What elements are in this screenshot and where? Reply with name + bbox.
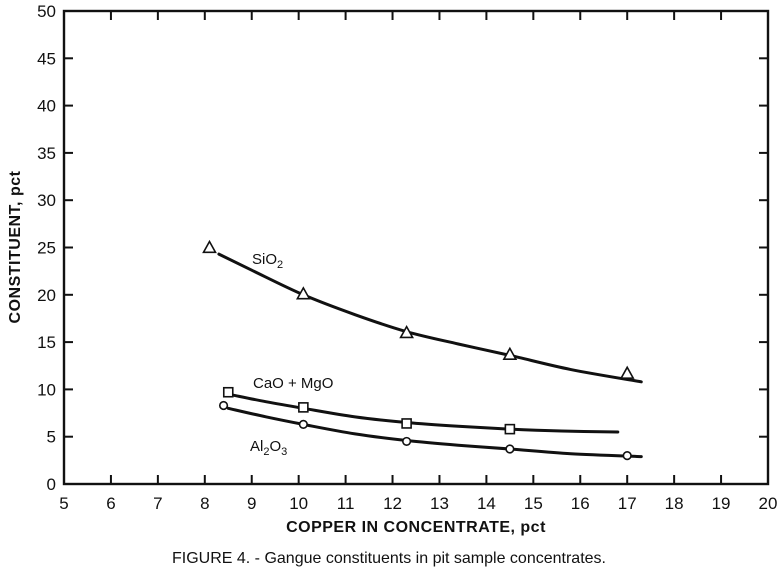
data-point-sio2-2: [399, 324, 414, 339]
y-tick-label-10: 10: [37, 380, 56, 399]
data-point-sio2-3: [502, 346, 518, 360]
y-tick-label-30: 30: [37, 191, 56, 210]
x-tick-label-5: 5: [59, 494, 68, 513]
x-tick-label-8: 8: [200, 494, 209, 513]
y-tick-label-25: 25: [37, 239, 56, 258]
data-point-cao-mgo-2: [401, 418, 412, 429]
series-line-sio2: [217, 252, 643, 384]
series-label-sio2: SiO2: [252, 251, 283, 271]
x-tick-label-12: 12: [383, 494, 402, 513]
x-tick-label-14: 14: [477, 494, 496, 513]
data-point-al2o3-2: [402, 436, 412, 447]
x-axis-title: COPPER IN CONCENTRATE, pct: [286, 519, 546, 536]
data-point-sio2-0: [202, 239, 217, 254]
x-tick-label-16: 16: [571, 494, 590, 513]
series-label-al2o3: Al2O3: [250, 438, 287, 458]
tick-labels: 5 6 7 8 9 10 11 12 13 14 15 16 17 18 19 200510152025303…: [37, 2, 777, 513]
x-tick-label-6: 6: [106, 494, 115, 513]
y-tick-label-35: 35: [37, 144, 56, 163]
x-tick-label-10: 10: [289, 494, 308, 513]
ticks: [63, 10, 769, 485]
x-tick-label-11: 11: [337, 494, 355, 513]
y-tick-label-15: 15: [37, 333, 56, 352]
x-tick-label-15: 15: [524, 494, 543, 513]
x-tick-label-20: 20: [759, 494, 778, 513]
x-tick-label-19: 19: [712, 494, 731, 513]
y-tick-label-45: 45: [37, 49, 56, 68]
series-curves: [217, 252, 643, 459]
data-point-sio2-1: [296, 286, 311, 300]
y-tick-label-0: 0: [47, 475, 56, 494]
x-tick-label-17: 17: [618, 494, 637, 513]
data-point-al2o3-4: [622, 451, 632, 461]
figure-caption: FIGURE 4. - Gangue constituents in pit s…: [172, 550, 606, 567]
data-point-cao-mgo-0: [222, 386, 234, 398]
data-point-cao-mgo-3: [504, 423, 516, 435]
x-tick-label-18: 18: [665, 494, 684, 513]
y-tick-label-50: 50: [37, 2, 56, 21]
data-point-al2o3-0: [218, 400, 229, 411]
series-markers: [202, 239, 635, 461]
plot-frame: [62, 9, 770, 486]
series-labels: SiO2 CaO + MgO Al2O3: [250, 251, 333, 458]
x-tick-label-13: 13: [430, 494, 449, 513]
x-tick-label-7: 7: [153, 494, 162, 513]
data-point-cao-mgo-1: [298, 402, 309, 413]
data-point-al2o3-3: [505, 444, 515, 454]
y-axis-title: CONSTITUENT, pct: [7, 170, 24, 323]
series-line-cao-mgo: [231, 393, 620, 434]
data-point-sio2-4: [619, 365, 635, 379]
series-label-cao-mgo: CaO + MgO: [253, 375, 333, 392]
data-point-al2o3-1: [298, 419, 308, 430]
y-tick-label-40: 40: [37, 97, 56, 116]
y-tick-label-5: 5: [47, 428, 56, 447]
x-tick-label-9: 9: [247, 494, 256, 513]
y-tick-label-20: 20: [37, 286, 56, 305]
